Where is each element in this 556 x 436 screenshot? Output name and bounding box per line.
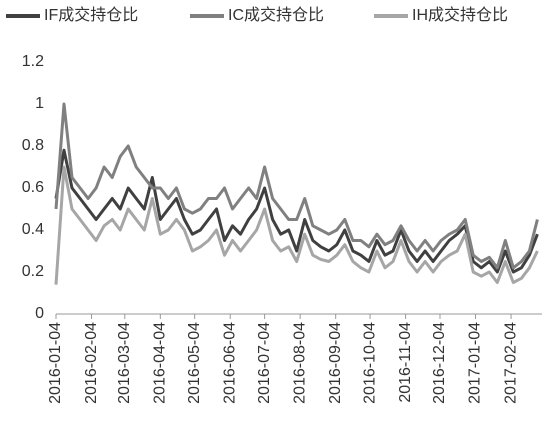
y-tick-label: 0 [35, 305, 44, 322]
y-tick-label: 0.6 [22, 179, 44, 196]
x-tick-label: 2017-01-04 [467, 322, 484, 404]
x-tick-label: 2016-06-04 [221, 322, 238, 404]
x-tick-label: 2016-05-04 [186, 322, 203, 404]
x-tick-label: 2016-09-04 [327, 322, 344, 404]
y-tick-label: 0.2 [22, 263, 44, 280]
x-tick-label: 2016-03-04 [116, 322, 133, 404]
x-tick-label: 2016-04-04 [152, 322, 169, 404]
x-tick-label: 2016-10-04 [361, 322, 378, 404]
series-line [54, 148, 539, 274]
legend-label: IF成交持仓比 [44, 6, 138, 24]
x-tick-label: 2016-01-04 [47, 322, 64, 404]
y-tick-label: 0.4 [22, 221, 44, 238]
x-tick-label: 2016-07-04 [256, 322, 273, 404]
legend-label: IC成交持仓比 [228, 6, 324, 24]
x-tick-label: 2016-11-04 [397, 322, 414, 403]
legend-label: IH成交持仓比 [412, 6, 508, 24]
series-line [54, 165, 539, 285]
x-tick-label: 2017-02-04 [502, 322, 519, 404]
x-tick-label: 2016-02-04 [83, 322, 100, 404]
y-tick-label: 1 [35, 95, 44, 112]
series-line [54, 102, 539, 270]
x-tick-label: 2016-12-04 [431, 322, 448, 404]
x-tick-label: 2016-08-04 [291, 322, 308, 404]
y-tick-label: 1.2 [22, 53, 44, 70]
y-tick-label: 0.8 [22, 137, 44, 154]
